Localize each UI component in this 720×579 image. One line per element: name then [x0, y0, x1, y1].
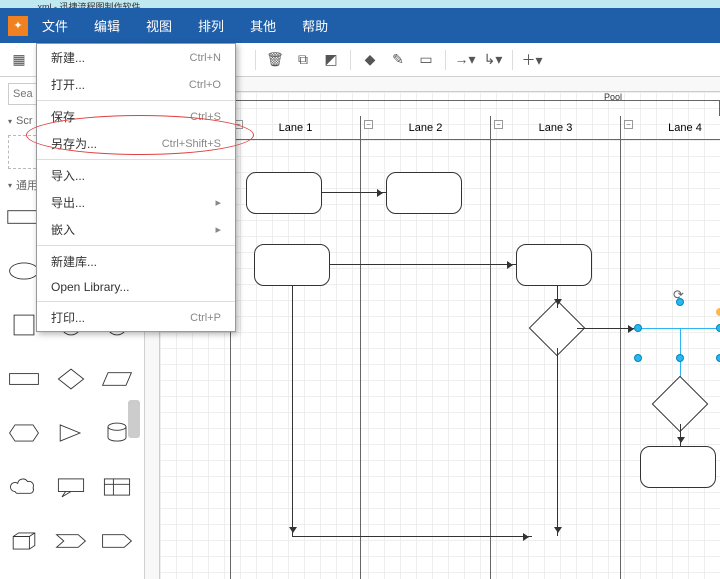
rotate-handle[interactable]	[716, 308, 720, 316]
selection-handle[interactable]	[676, 298, 684, 306]
collapse-icon[interactable]: −	[364, 120, 373, 129]
shape-hex[interactable]	[6, 419, 42, 447]
shape-cloud[interactable]	[6, 473, 42, 501]
title-text: ...xml - 迅捷流程图制作软件	[30, 2, 141, 8]
file-menu-dropdown: 新建...Ctrl+N 打开...Ctrl+O 保存Ctrl+S 另存为...C…	[36, 43, 236, 332]
shape-table[interactable]	[99, 473, 135, 501]
connector2-icon[interactable]: ↳▾	[482, 49, 504, 71]
canvas-wrapper: Pool Lane 1 Lane 2 Lane 3 Lane 4 − − − −	[160, 77, 720, 579]
canvas[interactable]: Pool Lane 1 Lane 2 Lane 3 Lane 4 − − − −	[160, 92, 720, 579]
app-logo[interactable]: ✦	[8, 16, 28, 36]
title-bar: ...xml - 迅捷流程图制作软件	[0, 0, 720, 8]
menu-print[interactable]: 打印...Ctrl+P	[37, 304, 235, 331]
separator	[255, 50, 256, 70]
menu-open-library[interactable]: Open Library...	[37, 275, 235, 299]
selection-handle[interactable]	[716, 324, 720, 332]
lane-3-header: Lane 3	[491, 116, 620, 140]
connector[interactable]	[577, 328, 637, 329]
menu-edit[interactable]: 编辑	[94, 16, 120, 35]
separator	[512, 50, 513, 70]
separator	[350, 50, 351, 70]
lane-2-header: Lane 2	[361, 116, 490, 140]
collapse-icon[interactable]: −	[624, 120, 633, 129]
stroke-icon[interactable]: ✎	[387, 49, 409, 71]
menu-export[interactable]: 导出...▸	[37, 189, 235, 216]
add-icon[interactable]: ＋▾	[521, 49, 543, 71]
lane-4-header: Lane 4	[621, 116, 720, 140]
shape-tri[interactable]	[53, 419, 89, 447]
shape-para[interactable]	[99, 365, 135, 393]
connector1-icon[interactable]: →▾	[454, 49, 476, 71]
shape-cube[interactable]	[6, 527, 42, 555]
shape-callout[interactable]	[53, 473, 89, 501]
process-node[interactable]	[386, 172, 462, 214]
process-node[interactable]	[254, 244, 330, 286]
selection-handle[interactable]	[634, 354, 642, 362]
connector[interactable]	[292, 286, 293, 536]
menu-separator	[37, 100, 235, 101]
menu-separator	[37, 159, 235, 160]
selected-connector[interactable]	[638, 328, 718, 329]
paste-icon[interactable]: ◩	[320, 49, 342, 71]
connector[interactable]	[330, 264, 516, 265]
process-node[interactable]	[640, 446, 716, 488]
connector[interactable]	[680, 424, 681, 446]
menu-embed[interactable]: 嵌入▸	[37, 216, 235, 243]
menu-new-library[interactable]: 新建库...	[37, 248, 235, 275]
pool-border	[160, 100, 720, 116]
layout-icon[interactable]: ▦	[8, 49, 30, 71]
menu-view[interactable]: 视图	[146, 16, 172, 35]
copy-icon[interactable]: ⧉	[292, 49, 314, 71]
selection-handle[interactable]	[716, 354, 720, 362]
separator	[445, 50, 446, 70]
menu-open[interactable]: 打开...Ctrl+O	[37, 71, 235, 98]
connector[interactable]	[557, 286, 558, 308]
menu-separator	[37, 301, 235, 302]
shape-step[interactable]	[53, 527, 89, 555]
connector[interactable]	[322, 192, 386, 193]
menu-import[interactable]: 导入...	[37, 162, 235, 189]
lane-4[interactable]: Lane 4	[620, 116, 720, 579]
fill-icon[interactable]: ◆	[359, 49, 381, 71]
process-node[interactable]	[516, 244, 592, 286]
scrollbar-thumb[interactable]	[128, 400, 140, 438]
menu-save[interactable]: 保存Ctrl+S	[37, 103, 235, 130]
menu-other[interactable]: 其他	[250, 16, 276, 35]
delete-icon[interactable]: 🗑	[264, 49, 286, 71]
menu-save-as[interactable]: 另存为...Ctrl+Shift+S	[37, 130, 235, 157]
menu-separator	[37, 245, 235, 246]
menu-file[interactable]: 文件	[42, 16, 68, 35]
selection-handle[interactable]	[676, 354, 684, 362]
connector[interactable]	[557, 348, 558, 536]
menu-new[interactable]: 新建...Ctrl+N	[37, 44, 235, 71]
menu-help[interactable]: 帮助	[302, 16, 328, 35]
lane-1-header: Lane 1	[231, 116, 360, 140]
shape-diamond[interactable]	[53, 365, 89, 393]
shape-rect3[interactable]	[6, 365, 42, 393]
selection-handle[interactable]	[634, 324, 642, 332]
collapse-icon[interactable]: −	[494, 120, 503, 129]
connector[interactable]	[292, 536, 532, 537]
shadow-icon[interactable]: ▭	[415, 49, 437, 71]
menu-bar: ✦ 文件 编辑 视图 排列 其他 帮助	[0, 8, 720, 43]
process-node[interactable]	[246, 172, 322, 214]
menu-arrange[interactable]: 排列	[198, 16, 224, 35]
shape-arrow[interactable]	[99, 527, 135, 555]
ruler-horizontal	[160, 77, 720, 92]
